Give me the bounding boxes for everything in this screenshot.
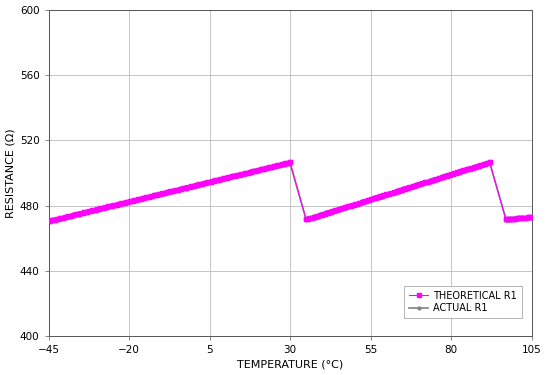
Line: ACTUAL R1: ACTUAL R1 <box>47 161 533 223</box>
THEORETICAL R1 <box>287 160 293 165</box>
Legend: THEORETICAL R1, ACTUAL R1: THEORETICAL R1, ACTUAL R1 <box>404 286 522 318</box>
X-axis label: TEMPERATURE (°C): TEMPERATURE (°C) <box>237 360 343 369</box>
ACTUAL R1 <box>528 216 535 220</box>
THEORETICAL R1 <box>45 219 52 224</box>
ACTUAL R1 <box>412 184 419 188</box>
Y-axis label: RESISTANCE (Ω): RESISTANCE (Ω) <box>5 128 15 218</box>
ACTUAL R1 <box>121 200 128 204</box>
THEORETICAL R1 <box>452 171 459 175</box>
THEORETICAL R1 <box>414 183 421 187</box>
ACTUAL R1 <box>211 178 217 183</box>
ACTUAL R1 <box>193 182 199 187</box>
THEORETICAL R1 <box>528 215 535 219</box>
THEORETICAL R1 <box>74 212 81 216</box>
ACTUAL R1 <box>74 211 81 215</box>
THEORETICAL R1 <box>193 183 199 188</box>
THEORETICAL R1 <box>211 178 217 183</box>
Line: THEORETICAL R1: THEORETICAL R1 <box>46 160 533 223</box>
ACTUAL R1 <box>486 160 493 165</box>
THEORETICAL R1 <box>121 200 128 205</box>
ACTUAL R1 <box>45 220 52 224</box>
ACTUAL R1 <box>451 171 457 176</box>
